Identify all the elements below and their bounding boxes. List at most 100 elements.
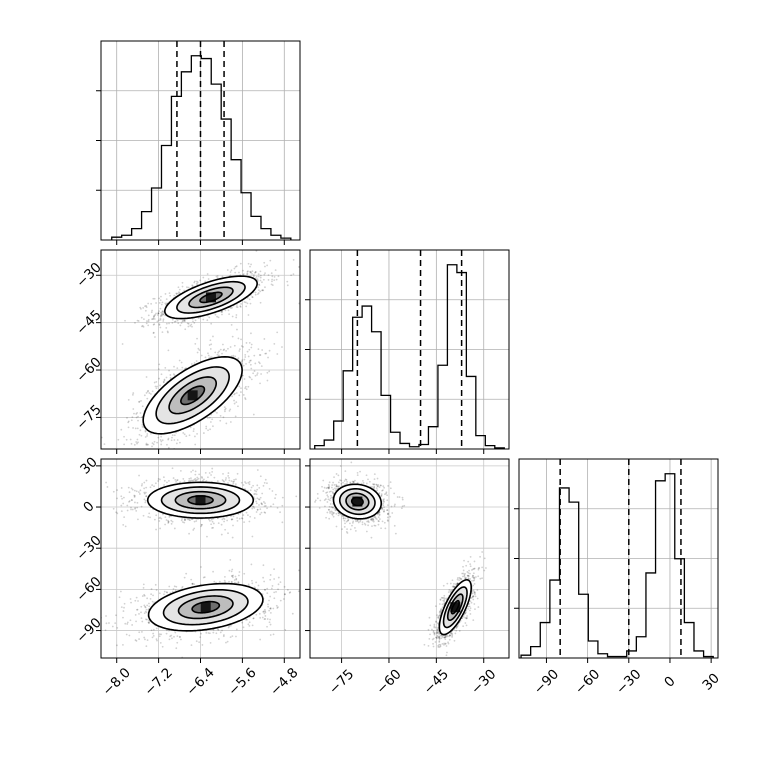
scatter-point <box>257 286 260 289</box>
scatter-point <box>240 345 243 347</box>
scatter-point <box>253 498 256 500</box>
scatter-point <box>259 638 262 641</box>
scatter-point <box>189 324 192 327</box>
scatter-point <box>178 291 180 294</box>
scatter-point <box>168 322 170 325</box>
scatter-point <box>305 586 307 588</box>
scatter-point <box>225 641 227 644</box>
scatter-point <box>233 579 236 581</box>
scatter-point <box>120 487 123 489</box>
scatter-point <box>244 398 247 401</box>
scatter-point <box>252 413 255 416</box>
scatter-point <box>135 620 137 623</box>
scatter-point <box>175 647 178 650</box>
scatter-point <box>190 479 193 482</box>
scatter-point <box>115 614 117 617</box>
scatter-point <box>208 344 211 346</box>
scatter-point <box>258 612 261 615</box>
scatter-point <box>246 350 249 353</box>
scatter-point <box>131 453 133 455</box>
scatter-point <box>209 519 211 522</box>
scatter-point <box>133 496 136 498</box>
scatter-point <box>230 570 233 573</box>
scatter-point <box>244 385 247 388</box>
scatter-point <box>262 610 265 613</box>
scatter-point <box>263 618 266 621</box>
scatter-point <box>141 450 143 452</box>
scatter-point <box>298 266 300 268</box>
scatter-point <box>184 518 186 521</box>
scatter-point <box>199 279 201 282</box>
scatter-point <box>230 518 233 521</box>
scatter-point <box>256 469 259 471</box>
scatter-point <box>195 520 198 522</box>
panel-border <box>100 249 301 450</box>
scatter-point <box>122 496 125 499</box>
scatter-point <box>264 502 266 505</box>
scatter-point <box>249 359 251 362</box>
scatter-point <box>240 387 242 390</box>
scatter-point <box>250 263 252 266</box>
scatter-point <box>219 419 222 422</box>
panel-border <box>309 249 510 450</box>
scatter-point <box>145 443 148 446</box>
scatter-point <box>228 476 230 479</box>
scatter-point <box>194 342 197 345</box>
scatter-point <box>146 390 149 393</box>
density-peak <box>187 390 198 401</box>
scatter-point <box>222 479 225 482</box>
scatter-point <box>226 519 229 522</box>
scatter-point <box>269 595 272 598</box>
scatter-point <box>258 504 260 506</box>
scatter-point <box>249 271 252 274</box>
scatter-point <box>140 505 143 508</box>
scatter-point <box>186 322 189 325</box>
scatter-point <box>158 517 161 520</box>
scatter-point <box>236 306 239 309</box>
scatter-point <box>112 490 115 493</box>
scatter-point <box>284 629 287 631</box>
scatter-point <box>273 597 276 600</box>
histogram-step-line <box>314 264 505 449</box>
scatter-point <box>195 479 198 482</box>
scatter-point <box>235 401 238 404</box>
scatter-point <box>279 511 282 514</box>
scatter-point <box>173 374 176 377</box>
scatter-point <box>199 636 202 639</box>
scatter-point <box>122 502 125 505</box>
scatter-point <box>179 441 181 444</box>
scatter-point <box>248 298 251 301</box>
scatter-point <box>202 276 205 279</box>
scatter-point <box>232 524 234 527</box>
scatter-point <box>171 436 173 439</box>
scatter-point <box>286 588 289 591</box>
scatter-point <box>228 479 231 482</box>
scatter-point <box>148 605 151 608</box>
scatter-point <box>159 641 162 644</box>
scatter-point <box>144 436 147 438</box>
scatter-point <box>140 484 143 487</box>
scatter-point <box>196 432 198 435</box>
scatter-point <box>153 314 156 317</box>
scatter-point <box>206 417 209 419</box>
scatter-point <box>175 292 178 295</box>
scatter-point <box>212 335 214 338</box>
scatter-point <box>231 576 234 579</box>
scatter-point <box>259 382 261 385</box>
scatter-point <box>248 342 251 344</box>
scatter-point <box>262 484 265 487</box>
scatter-point <box>159 315 162 318</box>
scatter-point <box>207 278 210 280</box>
scatter-point <box>139 306 142 309</box>
scatter-point <box>234 265 237 268</box>
scatter-point <box>172 588 175 590</box>
scatter-point <box>160 440 163 443</box>
scatter-point <box>144 491 147 494</box>
scatter-point <box>237 581 240 584</box>
scatter-point <box>254 270 257 273</box>
scatter-point <box>152 594 154 597</box>
scatter-point <box>161 310 164 313</box>
scatter-point <box>152 318 154 321</box>
scatter-point <box>145 442 148 445</box>
gridlines <box>101 41 300 240</box>
